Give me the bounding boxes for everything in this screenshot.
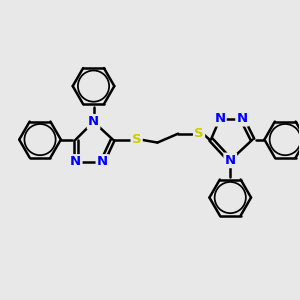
- Text: N: N: [237, 112, 248, 125]
- Text: N: N: [70, 155, 81, 168]
- Text: N: N: [225, 154, 236, 167]
- Text: N: N: [88, 115, 99, 128]
- Text: S: S: [194, 127, 204, 140]
- Text: N: N: [214, 112, 225, 125]
- Text: N: N: [97, 155, 108, 168]
- Text: S: S: [132, 133, 141, 146]
